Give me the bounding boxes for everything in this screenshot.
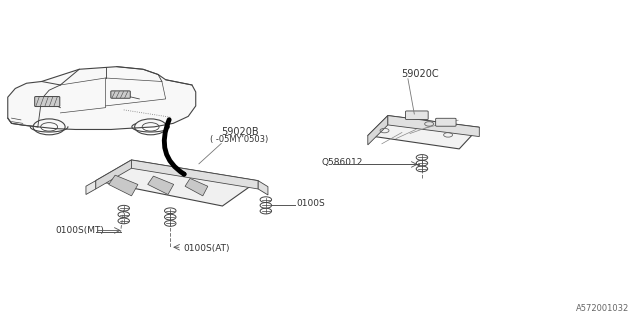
FancyBboxPatch shape [111, 91, 131, 98]
Polygon shape [86, 181, 96, 195]
Polygon shape [185, 178, 208, 196]
FancyBboxPatch shape [35, 97, 60, 107]
Polygon shape [258, 181, 268, 195]
Polygon shape [131, 160, 258, 189]
Text: ( -05MY'0503): ( -05MY'0503) [211, 134, 269, 143]
Polygon shape [96, 160, 258, 206]
Polygon shape [368, 116, 479, 149]
Text: 0100S(MT): 0100S(MT) [56, 226, 104, 235]
Text: Q586012: Q586012 [322, 158, 364, 167]
Polygon shape [8, 67, 196, 130]
Text: 59020C: 59020C [401, 69, 439, 79]
Polygon shape [109, 175, 138, 196]
Polygon shape [96, 160, 131, 189]
Text: 0100S(AT): 0100S(AT) [183, 244, 230, 253]
FancyArrowPatch shape [164, 120, 184, 174]
Text: 0100S: 0100S [296, 199, 325, 208]
Text: 59020B: 59020B [221, 126, 259, 137]
Polygon shape [368, 116, 388, 145]
Polygon shape [148, 176, 173, 195]
Polygon shape [388, 116, 479, 137]
FancyBboxPatch shape [406, 111, 428, 120]
Text: A572001032: A572001032 [576, 304, 629, 313]
FancyBboxPatch shape [436, 118, 456, 126]
